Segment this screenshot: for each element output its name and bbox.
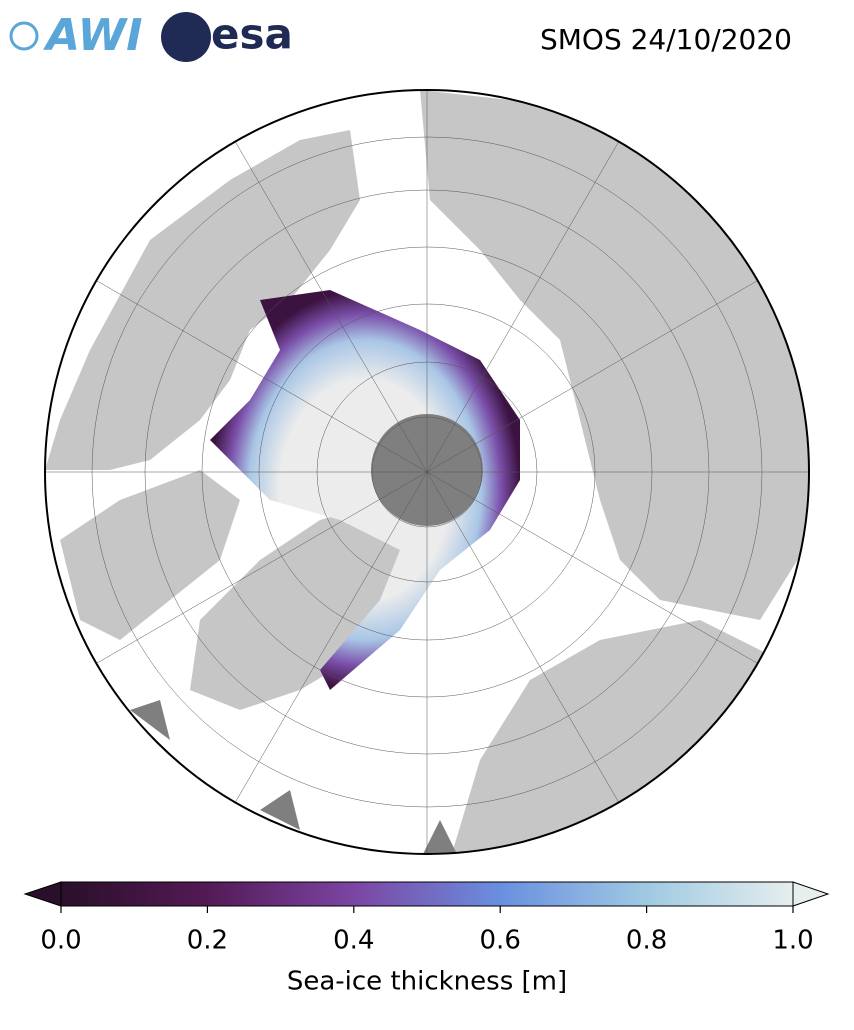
tick-label: 0.8: [626, 926, 667, 956]
tick-label: 0.2: [187, 926, 228, 956]
colorbar: [23, 881, 830, 907]
map: [45, 90, 809, 854]
tick-label: 1.0: [772, 926, 813, 956]
logo-text: AWI: [43, 10, 143, 61]
logo-text: esa: [211, 10, 293, 59]
title: SMOS 24/10/2020: [540, 23, 792, 56]
colorbar-label: Sea-ice thickness [m]: [287, 967, 567, 997]
tick-label: 0.0: [40, 926, 81, 956]
tick-label: 0.4: [333, 926, 374, 956]
esa-logo: esa: [161, 10, 293, 62]
awi-logo: AWI: [9, 10, 143, 61]
tick-label: 0.6: [480, 926, 521, 956]
